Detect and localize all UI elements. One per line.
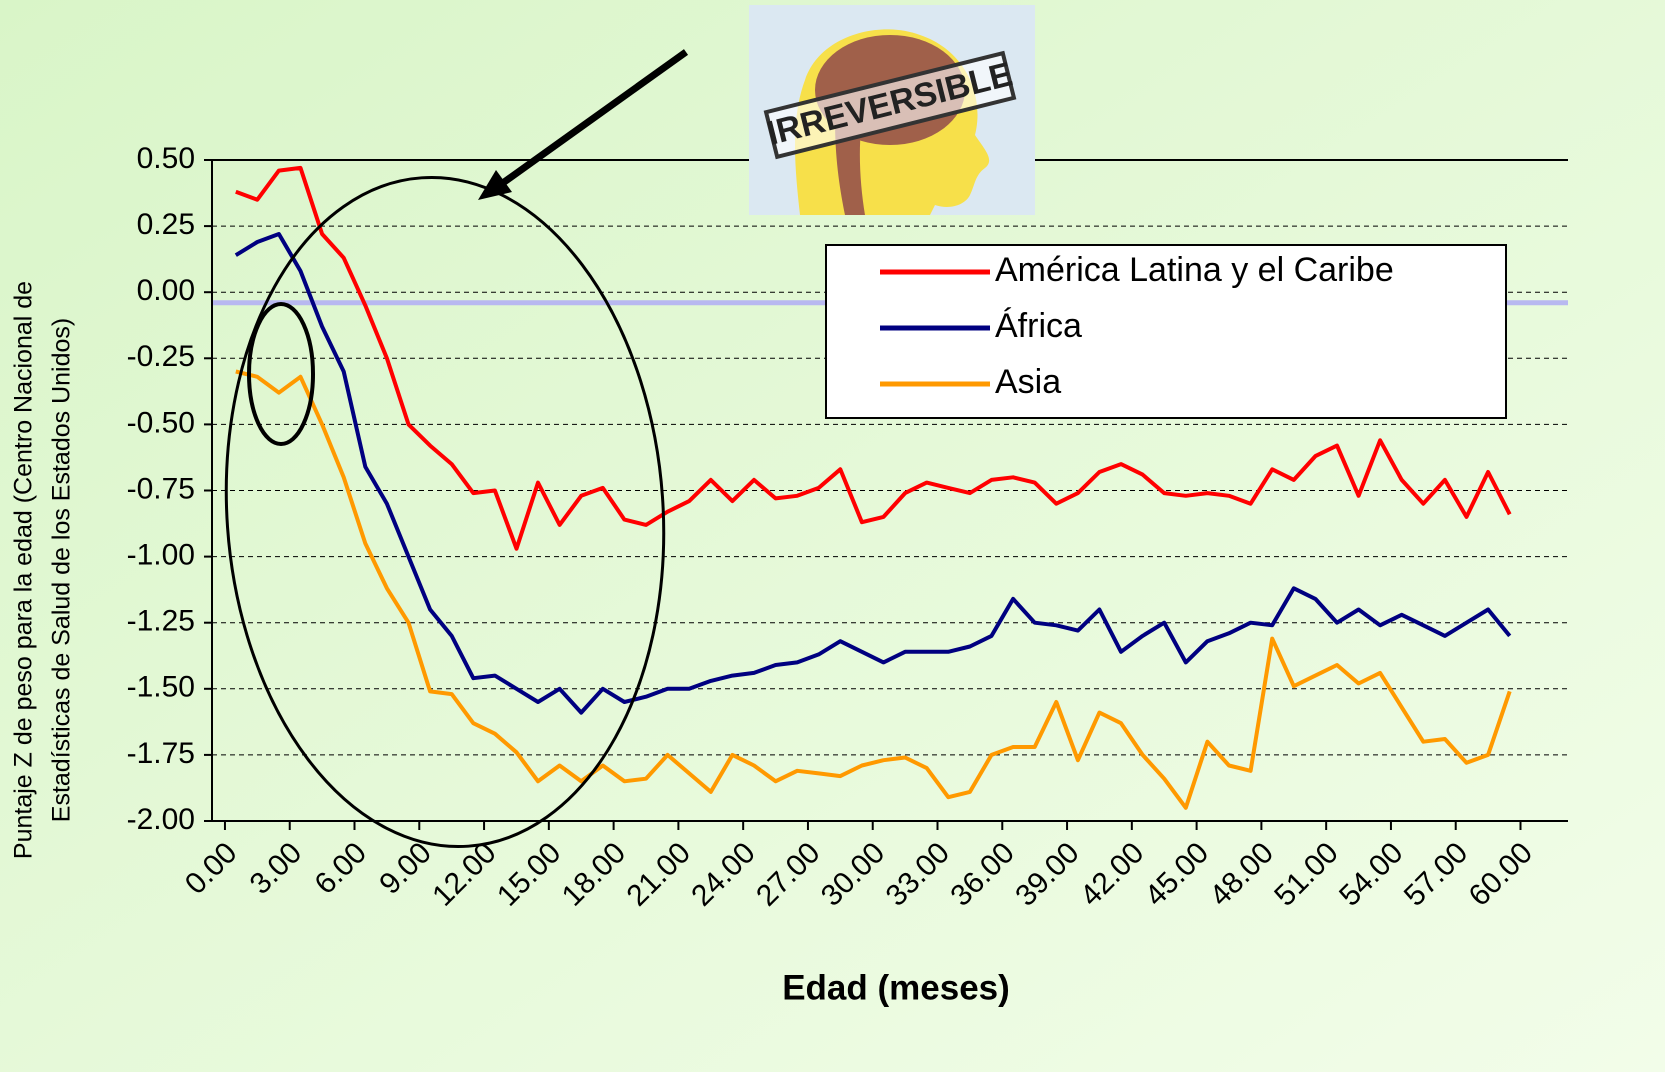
y-tick-label: -1.25 — [127, 605, 195, 638]
y-tick-label: -1.50 — [127, 671, 195, 704]
highlight-ellipse — [224, 175, 666, 849]
legend-label: América Latina y el Caribe — [995, 251, 1394, 289]
series-line — [234, 232, 1512, 715]
highlight-ellipse — [247, 302, 315, 446]
arrow-head — [478, 170, 512, 200]
series-line — [235, 165, 1512, 551]
y-tick-label: -0.50 — [127, 406, 195, 439]
arrow — [497, 49, 689, 188]
legend-label: Asia — [995, 363, 1061, 401]
y-tick-label: -1.75 — [127, 737, 195, 770]
y-tick-label: -0.25 — [127, 340, 195, 373]
y-tick-label: 0.50 — [137, 142, 195, 175]
stamp — [763, 50, 1017, 160]
series-line — [235, 369, 1512, 810]
y-tick-label: -1.00 — [127, 539, 195, 572]
y-tick-label: -2.00 — [127, 803, 195, 836]
y-tick-label: 0.00 — [137, 274, 195, 307]
y-axis-title: Estadísticas de Salud de los Estados Uni… — [48, 318, 76, 822]
x-axis-title: Edad (meses) — [782, 968, 1010, 1007]
illustration: IRREVERSIBLE — [749, 5, 1035, 215]
legend-label: África — [995, 307, 1082, 345]
y-tick-label: -0.75 — [127, 472, 195, 505]
y-axis-title: Puntaje Z de peso para la edad (Centro N… — [10, 281, 38, 859]
spine — [835, 120, 865, 215]
y-tick-label: 0.25 — [137, 208, 195, 241]
